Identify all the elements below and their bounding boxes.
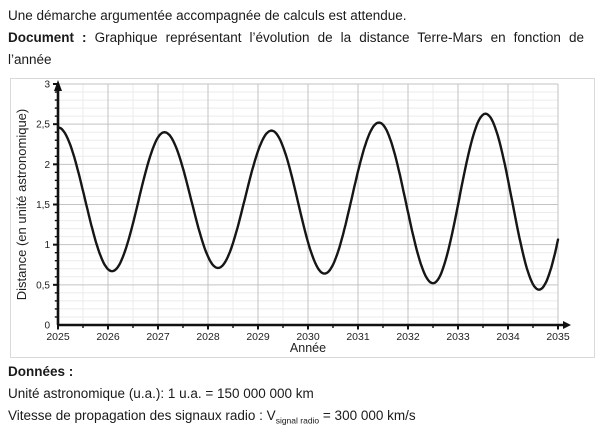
x-tick-label: 2028 [196, 331, 220, 343]
x-tick-label: 2030 [296, 331, 320, 343]
x-axis-title: Année [290, 341, 326, 355]
y-axis-title: Distance (en unité astronomique) [14, 109, 29, 301]
radio-speed-line: Vitesse de propagation des signaux radio… [8, 405, 602, 427]
radio-speed-subscript: signal radio [275, 415, 320, 426]
document-label: Document : [8, 30, 87, 45]
distance-curve [56, 112, 560, 291]
x-tick-label: 2031 [346, 331, 370, 343]
x-tick-label: 2027 [146, 331, 170, 343]
y-tick-label: 0 [44, 321, 50, 332]
x-tick-label: 2032 [396, 331, 420, 343]
x-tick-label: 2029 [246, 331, 270, 343]
data-section: Données : Unité astronomique (u.a.): 1 u… [8, 361, 602, 427]
x-axis-arrow [563, 321, 571, 329]
radio-speed-prefix: Vitesse de propagation des signaux radio… [8, 408, 276, 423]
y-tick-label: 3 [44, 80, 50, 91]
document-caption-text: Graphique représentant l’évolution de la… [8, 30, 584, 67]
y-tick-label: 2 [44, 160, 50, 171]
data-section-heading: Données : [8, 364, 74, 379]
y-tick-label: 1 [44, 240, 50, 251]
y-tick-label: 0,5 [36, 280, 50, 291]
y-tick-label: 1,5 [36, 200, 50, 211]
x-tick-label: 2034 [496, 331, 520, 343]
document-caption: Document : Graphique représentant l’évol… [8, 27, 584, 71]
x-tick-label: 2026 [96, 331, 120, 343]
chart-frame: 0 0,5 1 1,5 2 2,5 3 2025 2026 2027 2028 2029 2030 203… [10, 78, 595, 358]
x-tick-label: 2025 [46, 331, 70, 343]
x-tick-label: 2035 [546, 331, 570, 343]
terre-mars-distance-chart: 0 0,5 1 1,5 2 2,5 3 2025 2026 2027 2028 2029 2030 203… [14, 80, 571, 355]
y-axis-arrow [54, 80, 62, 91]
y-tick-label: 2,5 [36, 120, 50, 131]
intro-sentence: Une démarche argumentée accompagnée de c… [8, 8, 407, 23]
exercise-intro: Une démarche argumentée accompagnée de c… [8, 5, 584, 71]
radio-speed-suffix: = 300 000 km/s [319, 408, 416, 423]
astronomical-unit-line: Unité astronomique (u.a.): 1 u.a. = 150 … [8, 386, 314, 401]
x-tick-label: 2033 [446, 331, 470, 343]
